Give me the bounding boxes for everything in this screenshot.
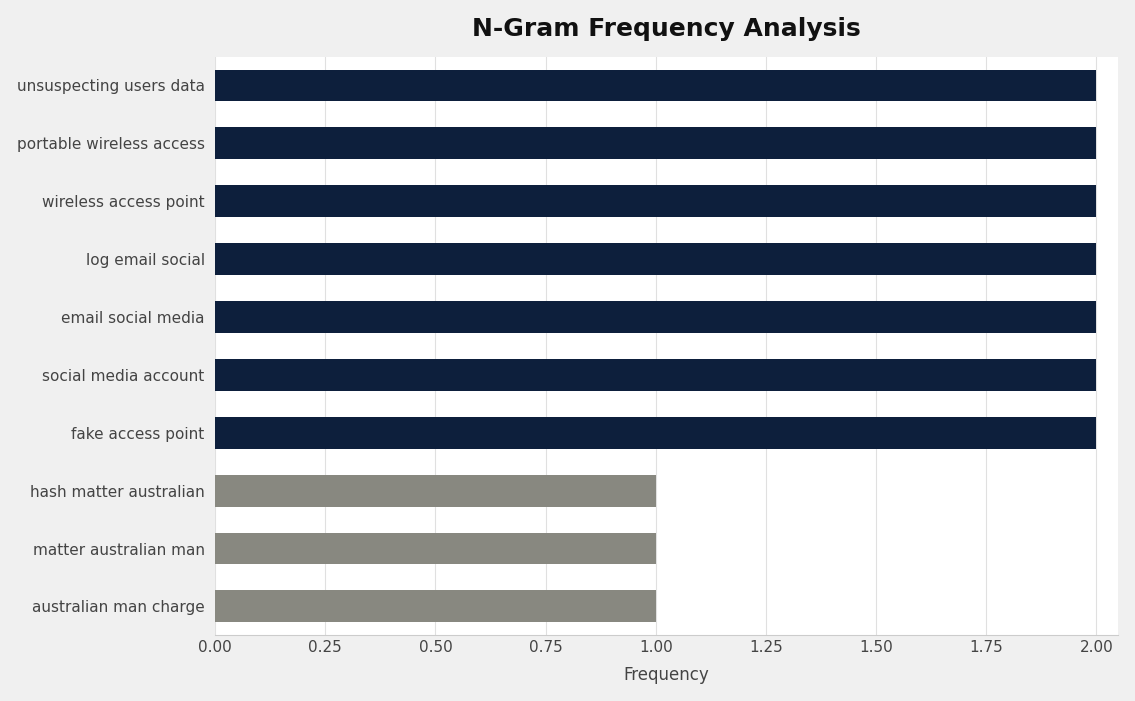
Bar <box>216 533 656 564</box>
Title: N-Gram Frequency Analysis: N-Gram Frequency Analysis <box>472 17 861 41</box>
X-axis label: Frequency: Frequency <box>624 667 709 684</box>
Bar <box>216 417 1096 449</box>
Bar <box>216 185 1096 217</box>
Bar <box>216 475 656 507</box>
Bar <box>216 243 1096 275</box>
Bar <box>216 301 1096 333</box>
Bar <box>216 359 1096 390</box>
Bar <box>216 128 1096 159</box>
Bar <box>216 69 1096 102</box>
Bar <box>216 590 656 622</box>
